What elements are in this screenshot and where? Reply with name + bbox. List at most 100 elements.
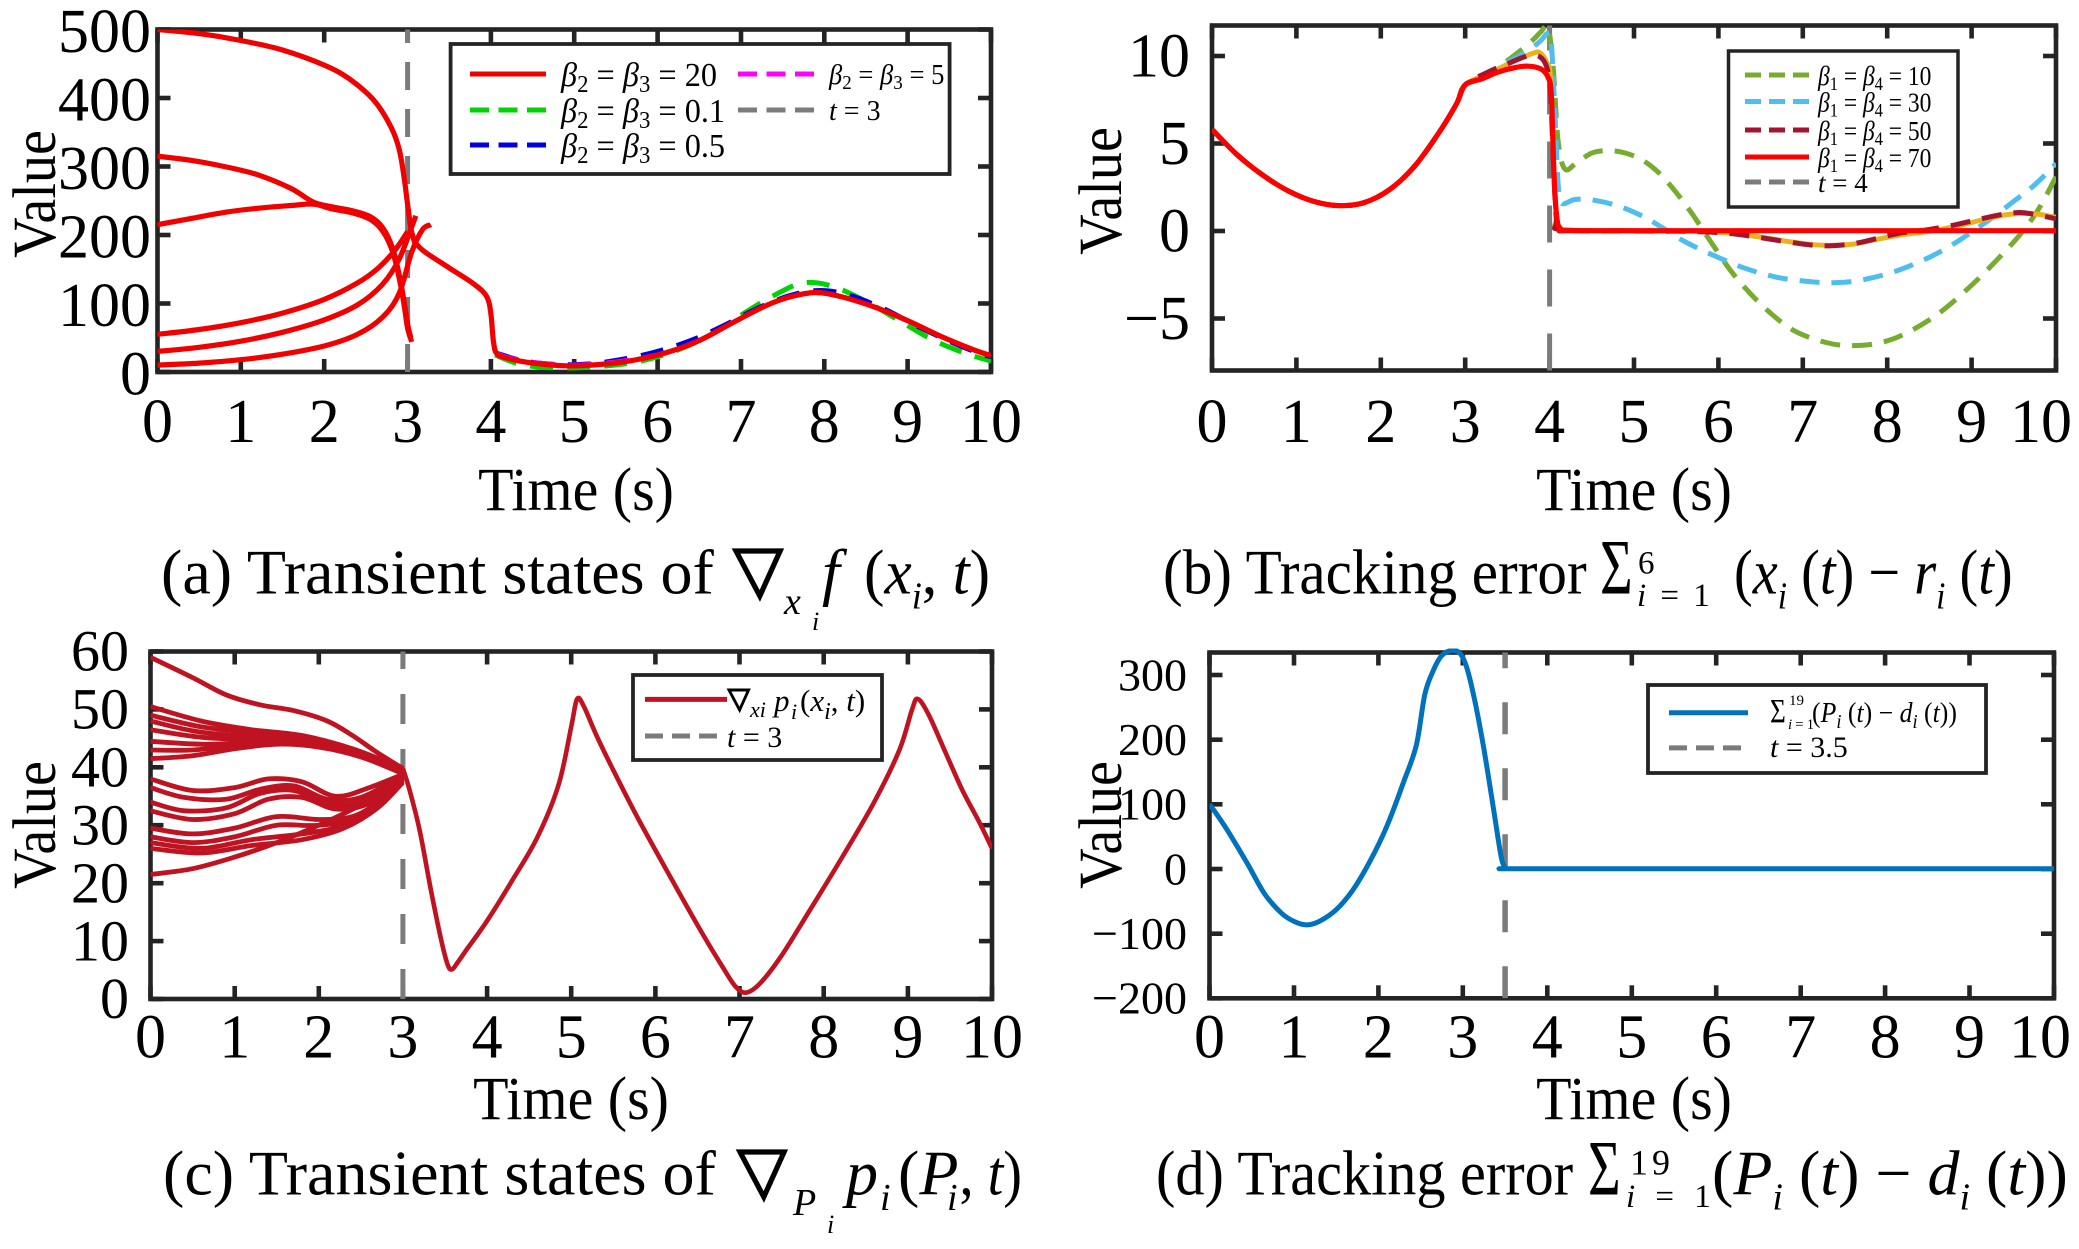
- svg-text:x: x: [783, 581, 801, 623]
- svg-text:1: 1: [219, 1004, 250, 1072]
- svg-text:(xi (t) − ri (t): (xi (t) − ri (t): [1734, 537, 2013, 617]
- svg-text:400: 400: [58, 67, 151, 135]
- svg-text:i = 1: i = 1: [1637, 578, 1713, 614]
- svg-text:0: 0: [1194, 1004, 1225, 1072]
- svg-text:β1 = β4 = 30: β1 = β4 = 30: [1817, 88, 1931, 121]
- svg-text:10: 10: [2009, 1004, 2071, 1072]
- svg-text:2: 2: [303, 1004, 334, 1072]
- svg-text:5: 5: [1619, 388, 1650, 456]
- svg-text:0: 0: [1197, 388, 1228, 456]
- svg-text:(c) Transient states of: (c) Transient states of: [163, 1138, 717, 1209]
- svg-text:(a) Transient states of: (a) Transient states of: [161, 537, 715, 608]
- svg-text:1: 1: [1279, 1004, 1310, 1072]
- svg-text:100: 100: [58, 272, 151, 340]
- svg-text:Value: Value: [1067, 761, 1135, 889]
- svg-text:(d) Tracking error: (d) Tracking error: [1156, 1138, 1573, 1209]
- svg-text:(b) Tracking error: (b) Tracking error: [1163, 537, 1587, 608]
- svg-text:i: i: [880, 1177, 891, 1219]
- svg-text:0: 0: [120, 341, 151, 409]
- svg-text:1: 1: [1281, 388, 1312, 456]
- svg-text:30: 30: [71, 792, 129, 857]
- svg-text:0: 0: [135, 1004, 166, 1072]
- svg-text:19: 19: [1789, 693, 1804, 709]
- svg-text:xi: xi: [749, 697, 766, 722]
- svg-text:−5: −5: [1124, 285, 1190, 353]
- svg-text:p: p: [772, 683, 790, 718]
- svg-text:(xi, t): (xi, t): [864, 536, 990, 617]
- svg-text:9: 9: [892, 388, 923, 456]
- svg-text:i: i: [791, 699, 797, 724]
- svg-text:β1 = β4 = 70: β1 = β4 = 70: [1817, 144, 1931, 177]
- svg-text:Time (s): Time (s): [478, 456, 674, 524]
- svg-text:5: 5: [559, 388, 590, 456]
- svg-text:2: 2: [1363, 1004, 1394, 1072]
- svg-text:β2 = β3 = 5: β2 = β3 = 5: [828, 59, 944, 94]
- svg-text:200: 200: [58, 204, 151, 272]
- svg-text:, t): , t): [960, 1138, 1023, 1209]
- svg-text:i: i: [812, 607, 819, 636]
- svg-text:i = 1: i = 1: [1788, 717, 1814, 733]
- svg-text:7: 7: [724, 1004, 755, 1072]
- svg-text:4: 4: [475, 388, 506, 456]
- svg-text:300: 300: [58, 135, 151, 203]
- svg-text:(Pi (t) − di (t)): (Pi (t) − di (t)): [1712, 1138, 2068, 1219]
- svg-text:5: 5: [1616, 1004, 1647, 1072]
- svg-text:3: 3: [1447, 1004, 1478, 1072]
- svg-text:i: i: [947, 1177, 958, 1219]
- svg-text:β2 = β3 = 0.1: β2 = β3 = 0.1: [560, 92, 725, 134]
- svg-text:5: 5: [556, 1004, 587, 1072]
- svg-text:4: 4: [472, 1004, 503, 1072]
- svg-text:Time (s): Time (s): [1536, 1065, 1732, 1133]
- svg-text:0: 0: [142, 388, 173, 456]
- svg-text:i: i: [827, 1210, 834, 1239]
- svg-text:10: 10: [1128, 23, 1190, 91]
- svg-text:3: 3: [1450, 388, 1481, 456]
- svg-text:7: 7: [726, 388, 757, 456]
- svg-text:4: 4: [1534, 388, 1565, 456]
- svg-text:β1 = β4 = 50: β1 = β4 = 50: [1817, 117, 1931, 150]
- svg-text:Value: Value: [1067, 127, 1135, 255]
- svg-text:6: 6: [1638, 546, 1655, 582]
- svg-text:3: 3: [387, 1004, 418, 1072]
- svg-text:t = 3: t = 3: [727, 721, 782, 754]
- svg-text:β2 = β3 = 0.5: β2 = β3 = 0.5: [560, 127, 725, 169]
- svg-text:2: 2: [1365, 388, 1396, 456]
- svg-text:10: 10: [960, 388, 1022, 456]
- svg-text:0: 0: [100, 966, 129, 1031]
- svg-text:p: p: [842, 1138, 878, 1209]
- svg-text:100: 100: [1118, 779, 1187, 830]
- svg-text:Σ: Σ: [1770, 692, 1786, 730]
- svg-text:Time (s): Time (s): [473, 1065, 669, 1133]
- svg-text:(Pi (t) − di (t)): (Pi (t) − di (t)): [1812, 697, 1957, 733]
- svg-text:60: 60: [71, 619, 129, 684]
- svg-text:6: 6: [640, 1004, 671, 1072]
- svg-text:7: 7: [1785, 1004, 1816, 1072]
- svg-text:8: 8: [808, 1004, 839, 1072]
- svg-text:3: 3: [392, 388, 423, 456]
- svg-text:6: 6: [1701, 1004, 1732, 1072]
- svg-text:10: 10: [961, 1004, 1023, 1072]
- svg-text:0: 0: [1164, 843, 1187, 894]
- svg-text:Σ: Σ: [1588, 1124, 1621, 1211]
- svg-text:9: 9: [1954, 1004, 1985, 1072]
- svg-text:6: 6: [1703, 388, 1734, 456]
- svg-text:9: 9: [892, 1004, 923, 1072]
- svg-text:5: 5: [1159, 110, 1190, 178]
- svg-text:20: 20: [71, 850, 129, 915]
- svg-text:40: 40: [71, 735, 129, 800]
- svg-text:Σ: Σ: [1600, 523, 1633, 610]
- svg-text:9: 9: [1956, 388, 1987, 456]
- svg-text:7: 7: [1787, 388, 1818, 456]
- svg-text:300: 300: [1118, 649, 1187, 700]
- svg-text:500: 500: [58, 0, 151, 66]
- svg-text:i = 1: i = 1: [1626, 1179, 1717, 1215]
- svg-text:Value: Value: [1, 761, 69, 889]
- svg-text:0: 0: [1159, 198, 1190, 266]
- svg-text:200: 200: [1118, 714, 1187, 765]
- svg-text:2: 2: [309, 388, 340, 456]
- svg-text:1: 1: [225, 388, 256, 456]
- svg-text:β1 = β4 = 10: β1 = β4 = 10: [1817, 62, 1931, 95]
- svg-text:Time (s): Time (s): [1536, 456, 1732, 524]
- svg-text:10: 10: [71, 908, 129, 973]
- svg-text:−200: −200: [1092, 973, 1187, 1024]
